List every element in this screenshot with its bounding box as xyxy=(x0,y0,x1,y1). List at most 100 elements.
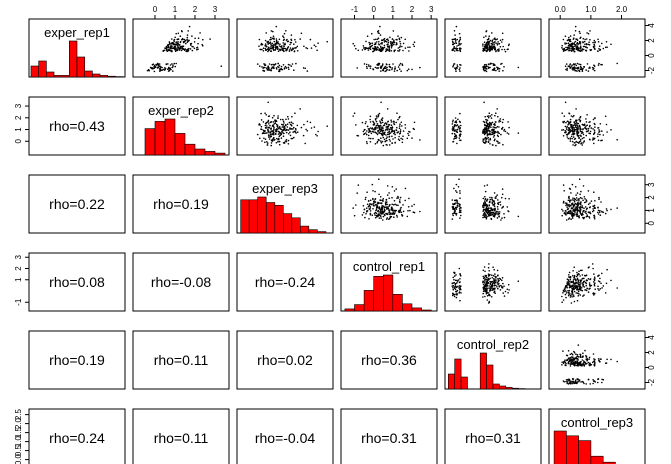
point xyxy=(362,45,365,47)
point xyxy=(398,116,401,119)
point xyxy=(492,136,495,138)
point xyxy=(577,359,579,361)
point xyxy=(375,41,378,43)
point xyxy=(380,140,382,142)
scatter-panel-control_rep2-vs-exper_rep3 xyxy=(451,178,520,221)
point xyxy=(397,35,399,37)
point xyxy=(571,281,573,284)
point xyxy=(578,270,580,273)
point xyxy=(451,285,454,287)
point xyxy=(388,205,391,207)
point xyxy=(600,358,602,361)
point xyxy=(280,133,283,136)
point xyxy=(606,268,608,271)
point xyxy=(489,277,491,280)
point xyxy=(501,126,504,129)
point xyxy=(598,130,601,133)
point xyxy=(568,378,570,381)
point xyxy=(178,48,180,50)
point xyxy=(306,130,309,132)
correlation-label: rho=0.02 xyxy=(257,352,313,368)
point xyxy=(289,47,292,49)
point xyxy=(271,44,274,47)
point xyxy=(581,68,584,71)
point xyxy=(491,201,494,203)
point xyxy=(387,131,389,134)
point xyxy=(593,284,596,287)
point xyxy=(454,121,456,123)
point xyxy=(376,38,379,41)
point xyxy=(374,66,377,69)
point xyxy=(413,121,416,124)
point xyxy=(586,114,588,116)
point xyxy=(575,67,577,69)
point xyxy=(409,46,411,48)
point xyxy=(586,287,588,290)
point xyxy=(147,68,150,71)
point xyxy=(575,353,577,356)
point xyxy=(578,203,580,206)
point xyxy=(459,299,461,302)
point xyxy=(589,278,592,280)
point xyxy=(453,281,456,284)
point xyxy=(369,46,372,49)
point xyxy=(598,211,601,213)
point xyxy=(496,134,499,137)
point xyxy=(493,43,495,46)
point xyxy=(575,292,577,294)
point xyxy=(581,269,583,272)
point xyxy=(173,39,175,41)
point xyxy=(389,215,392,218)
point xyxy=(169,43,171,45)
point xyxy=(261,128,263,131)
point xyxy=(573,215,575,217)
point xyxy=(493,201,496,203)
point xyxy=(562,362,565,365)
point xyxy=(382,198,385,200)
point xyxy=(371,130,374,133)
point xyxy=(172,70,174,72)
point xyxy=(381,69,384,71)
point xyxy=(589,49,591,51)
point xyxy=(381,64,384,67)
point xyxy=(174,47,177,49)
point xyxy=(494,114,496,117)
point xyxy=(598,198,600,200)
point xyxy=(371,42,374,44)
point xyxy=(489,282,492,285)
point xyxy=(484,115,487,118)
point xyxy=(565,290,567,293)
point xyxy=(269,124,271,127)
point xyxy=(176,49,179,52)
point xyxy=(402,130,405,132)
point xyxy=(175,62,177,65)
point xyxy=(562,350,564,352)
point xyxy=(571,45,573,48)
point xyxy=(575,121,578,123)
point xyxy=(578,49,580,52)
point xyxy=(579,275,581,277)
point xyxy=(573,213,576,215)
point xyxy=(455,130,458,133)
point xyxy=(583,196,586,198)
point xyxy=(576,277,579,280)
point xyxy=(375,120,378,123)
point xyxy=(172,64,174,66)
point xyxy=(600,201,602,203)
point xyxy=(486,133,489,136)
point xyxy=(382,129,385,132)
point xyxy=(267,127,269,129)
point xyxy=(493,205,496,207)
point xyxy=(384,202,387,205)
point xyxy=(571,127,574,129)
point xyxy=(272,124,275,126)
point xyxy=(498,126,500,128)
point xyxy=(594,200,596,202)
point xyxy=(597,139,600,142)
point xyxy=(592,205,595,208)
point xyxy=(587,203,590,206)
point xyxy=(459,121,462,124)
point xyxy=(355,124,357,126)
point xyxy=(601,381,603,384)
point xyxy=(594,361,596,364)
